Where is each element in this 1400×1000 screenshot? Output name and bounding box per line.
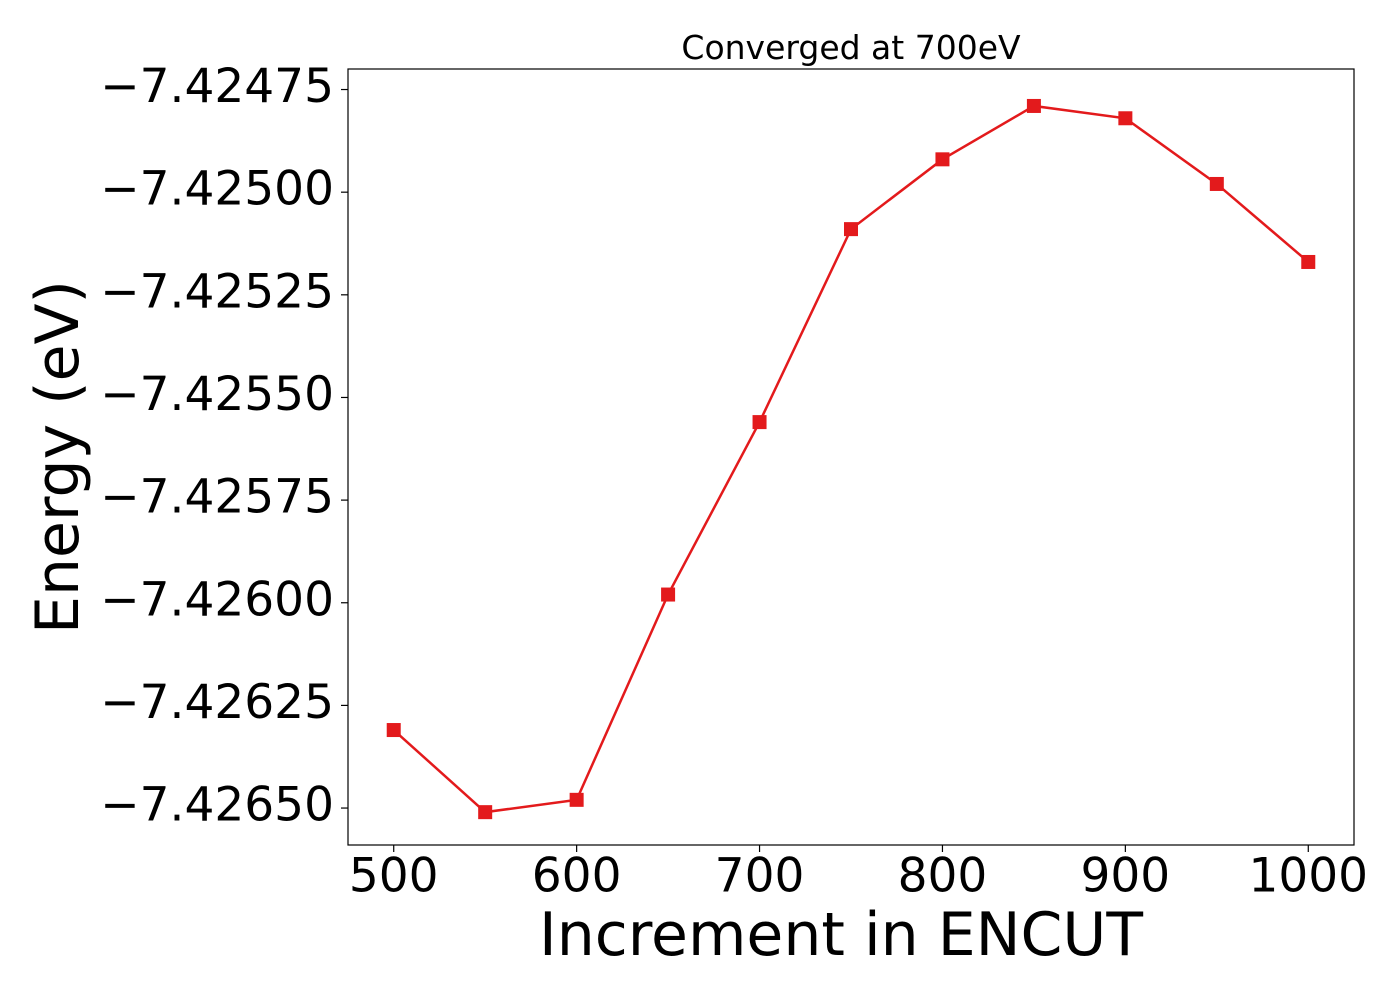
data-point bbox=[844, 222, 858, 237]
data-point bbox=[1209, 176, 1224, 191]
data-line bbox=[392, 104, 1310, 814]
data-point bbox=[752, 415, 767, 430]
x-tick-label: 800 bbox=[898, 849, 988, 904]
y-tick-label: −7.42600 bbox=[100, 572, 334, 627]
data-point bbox=[478, 805, 493, 820]
data-point bbox=[569, 792, 584, 807]
x-tick-label: 700 bbox=[715, 849, 805, 904]
chart-title: Converged at 700eV bbox=[681, 28, 1021, 67]
x-tick-label: 1000 bbox=[1248, 849, 1368, 904]
data-point bbox=[1118, 111, 1133, 126]
x-tick-label: 500 bbox=[349, 849, 439, 904]
y-tick-label: −7.42650 bbox=[100, 778, 334, 833]
y-tick-label: −7.42550 bbox=[100, 367, 334, 422]
x-tick-label: 600 bbox=[532, 849, 622, 904]
y-tick-label: −7.42575 bbox=[100, 470, 334, 525]
y-tick-label: −7.42525 bbox=[100, 264, 334, 319]
y-tick-label: −7.42625 bbox=[100, 675, 334, 730]
data-point bbox=[935, 152, 950, 167]
plot-frame bbox=[347, 68, 1355, 846]
y-tick-label: −7.42475 bbox=[100, 59, 334, 114]
x-tick-label: 900 bbox=[1081, 849, 1171, 904]
data-point bbox=[661, 587, 676, 602]
y-tick-label: −7.42500 bbox=[100, 162, 334, 217]
data-point bbox=[1301, 254, 1316, 269]
data-point bbox=[386, 723, 401, 738]
data-point bbox=[1026, 98, 1041, 113]
y-axis-label: Energy (eV) bbox=[23, 280, 93, 634]
x-axis-label: Increment in ENCUT bbox=[539, 900, 1143, 970]
